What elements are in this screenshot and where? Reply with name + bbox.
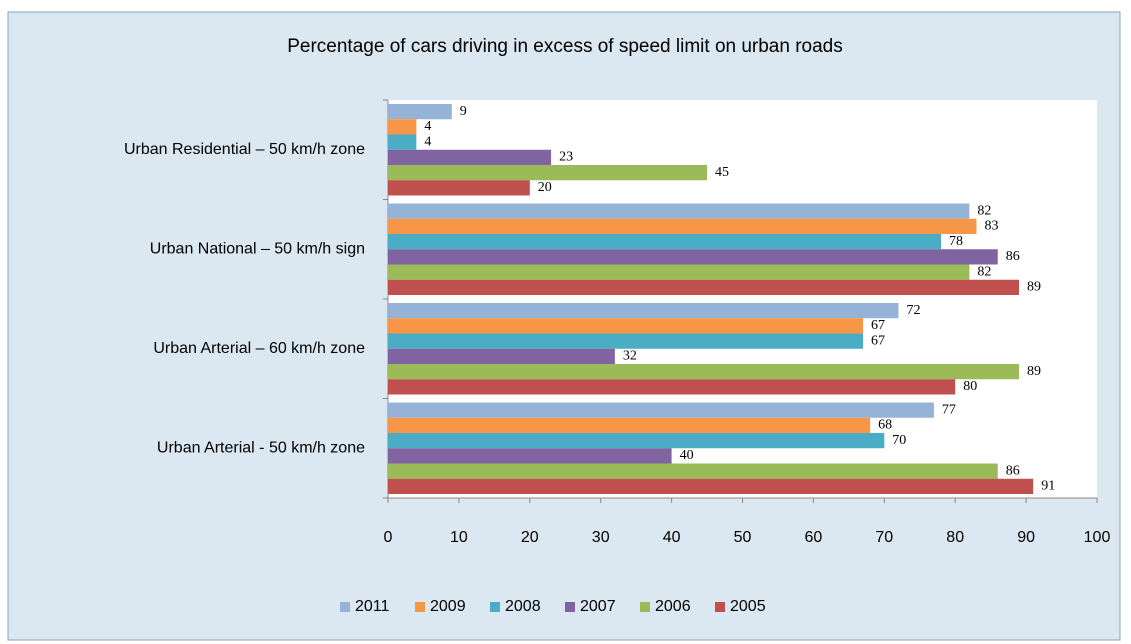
x-tick-label: 90 (1017, 529, 1035, 546)
data-label: 89 (1027, 280, 1041, 295)
category-label: Urban Arterial - 50 km/h zone (157, 439, 365, 456)
legend-label: 2007 (580, 598, 616, 615)
bar (388, 218, 977, 234)
legend-label: 2011 (355, 598, 390, 615)
bar (388, 348, 615, 364)
legend-swatch (565, 602, 575, 612)
legend-label: 2005 (730, 598, 766, 615)
data-label: 77 (942, 402, 956, 417)
bar (388, 234, 942, 250)
data-label: 72 (906, 303, 920, 318)
data-label: 32 (623, 349, 637, 364)
x-tick-label: 0 (384, 529, 393, 546)
bar (388, 165, 708, 181)
x-tick-label: 60 (805, 529, 823, 546)
data-label: 78 (949, 234, 963, 249)
bar (388, 149, 552, 165)
chart-title: Percentage of cars driving in excess of … (287, 36, 843, 57)
bar (388, 203, 970, 219)
legend-label: 2009 (430, 598, 466, 615)
data-label: 40 (680, 448, 694, 463)
data-label: 20 (538, 180, 552, 195)
bar (388, 364, 1020, 380)
data-label: 91 (1041, 479, 1055, 494)
data-label: 86 (1006, 249, 1020, 264)
bar (388, 417, 871, 433)
x-tick-label: 10 (450, 529, 468, 546)
legend-swatch (415, 602, 425, 612)
bar (388, 264, 970, 280)
data-label: 9 (460, 104, 467, 119)
x-tick-label: 50 (734, 529, 752, 546)
bar (388, 478, 1034, 494)
bar (388, 119, 417, 135)
x-tick-label: 30 (592, 529, 610, 546)
category-label: Urban Arterial – 60 km/h zone (153, 340, 365, 357)
data-label: 80 (963, 379, 977, 394)
bar (388, 134, 417, 150)
bar (388, 433, 885, 449)
data-label: 86 (1006, 463, 1020, 478)
legend-swatch (490, 602, 500, 612)
x-tick-label: 20 (521, 529, 539, 546)
data-label: 23 (559, 150, 573, 165)
data-label: 83 (984, 219, 998, 234)
legend-swatch (640, 602, 650, 612)
data-label: 89 (1027, 364, 1041, 379)
bar (388, 463, 998, 479)
category-label: Urban Residential – 50 km/h zone (124, 141, 365, 158)
bar (388, 448, 672, 464)
category-label: Urban National – 50 km/h sign (150, 240, 365, 257)
legend-swatch (340, 602, 350, 612)
data-label: 67 (871, 318, 885, 333)
bar (388, 180, 530, 196)
legend-swatch (715, 602, 725, 612)
data-label: 67 (871, 333, 885, 348)
bar (388, 318, 864, 334)
data-label: 4 (424, 134, 431, 149)
bar (388, 279, 1020, 295)
data-label: 68 (878, 418, 892, 433)
bar (388, 379, 956, 395)
data-label: 4 (424, 119, 431, 134)
legend-label: 2008 (505, 598, 541, 615)
data-label: 70 (892, 433, 906, 448)
bar (388, 249, 998, 265)
legend-label: 2006 (655, 598, 691, 615)
bar (388, 333, 864, 349)
x-tick-label: 100 (1084, 529, 1111, 546)
x-tick-label: 80 (946, 529, 964, 546)
bar (388, 303, 899, 319)
x-tick-label: 40 (663, 529, 681, 546)
data-label: 82 (977, 264, 991, 279)
bar (388, 104, 452, 120)
data-label: 45 (715, 165, 729, 180)
data-label: 82 (977, 203, 991, 218)
bar (388, 402, 934, 418)
x-tick-label: 70 (875, 529, 893, 546)
